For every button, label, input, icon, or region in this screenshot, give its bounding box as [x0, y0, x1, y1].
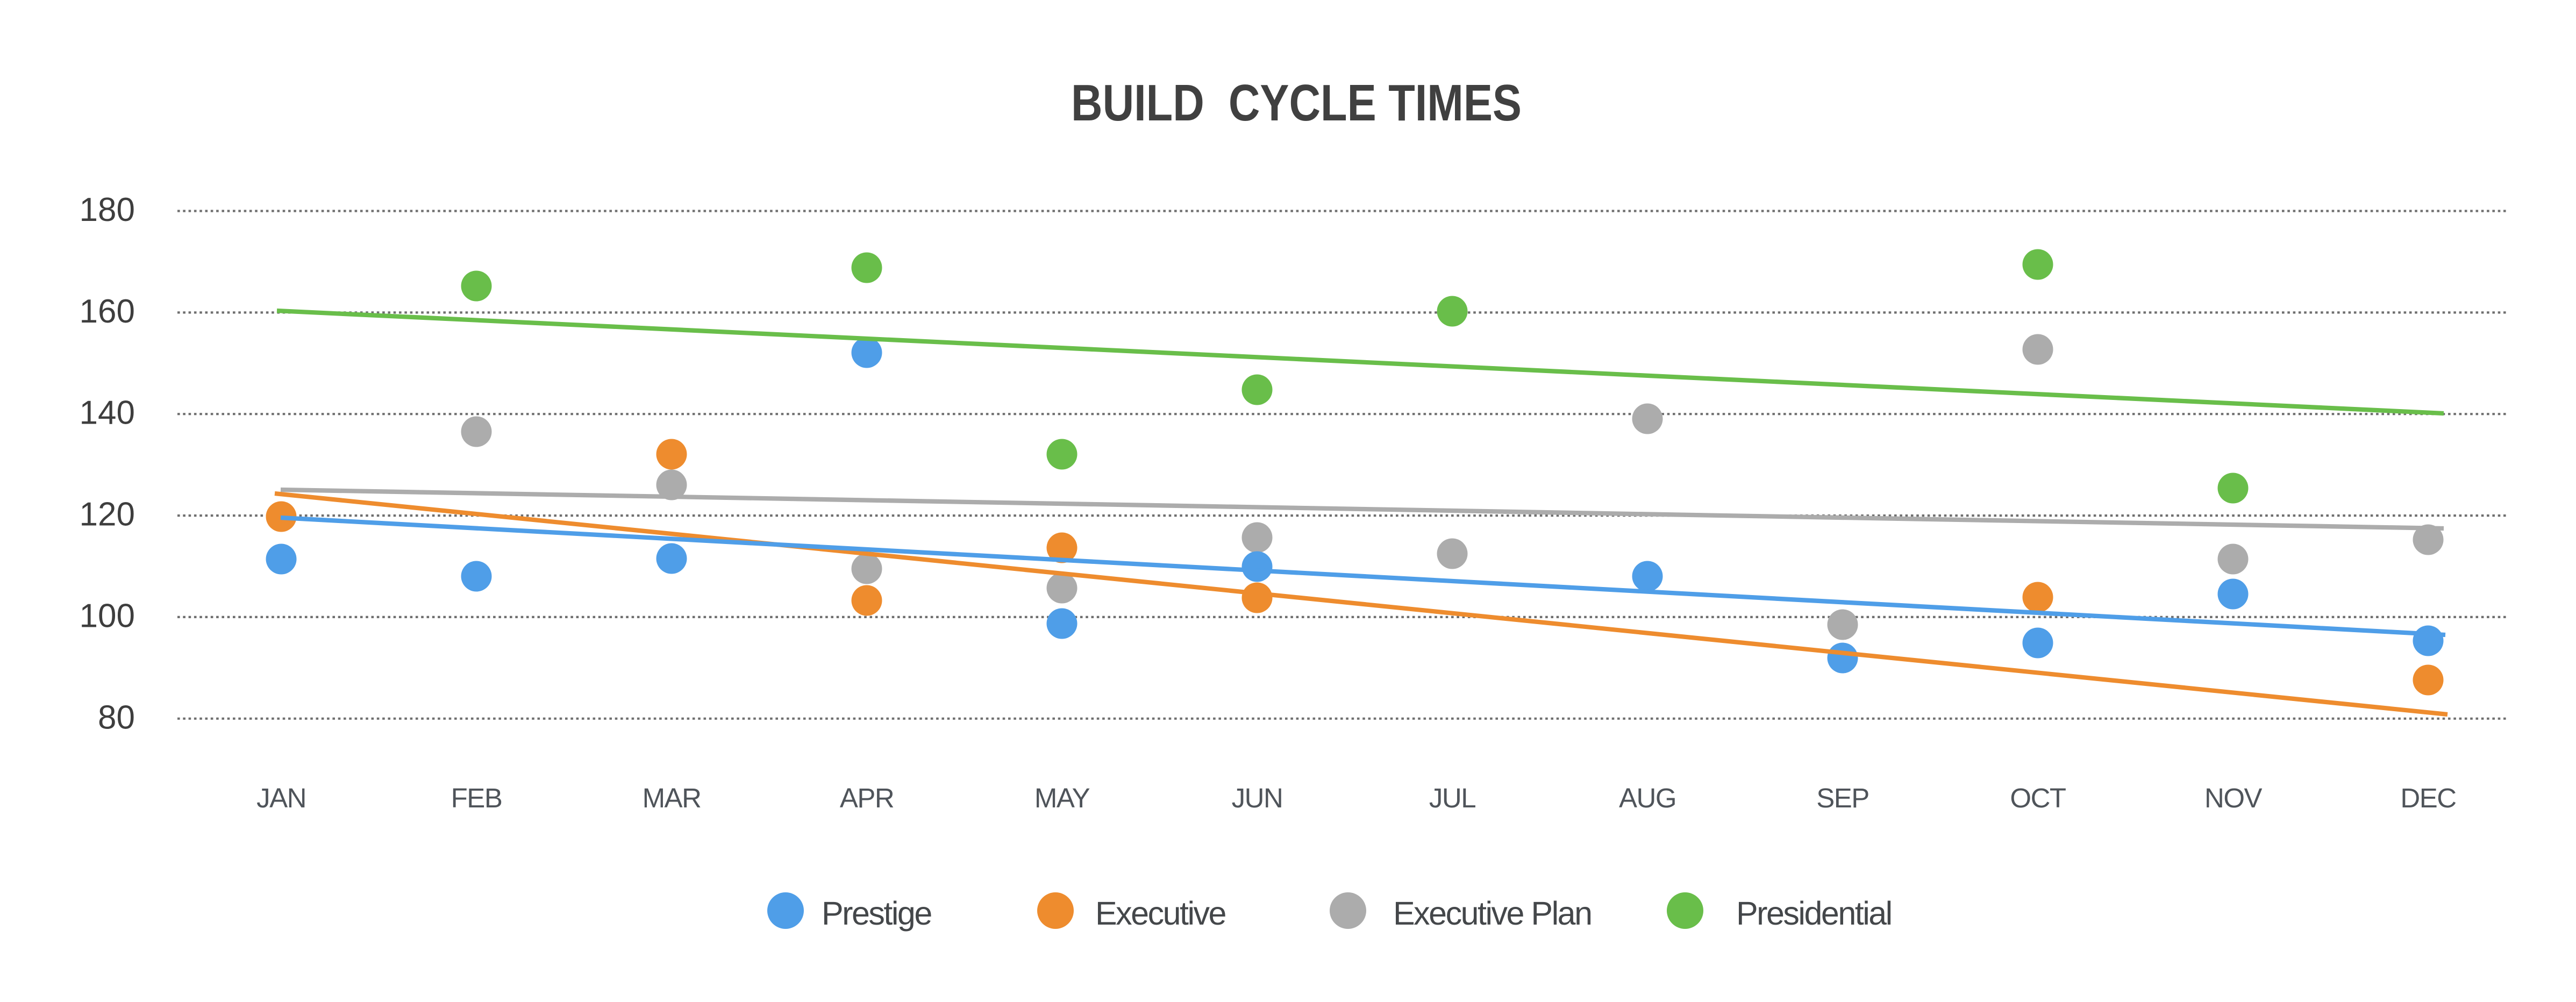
svg-text:180: 180 [80, 191, 135, 228]
svg-text:AUG: AUG [1619, 783, 1676, 813]
svg-text:MAY: MAY [1034, 783, 1090, 813]
svg-text:OCT: OCT [2010, 783, 2066, 813]
svg-text:DEC: DEC [2400, 783, 2456, 813]
svg-text:JUL: JUL [1429, 783, 1475, 813]
svg-text:NOV: NOV [2204, 783, 2263, 813]
svg-text:MAR: MAR [643, 783, 701, 813]
svg-text:100: 100 [80, 597, 135, 634]
svg-text:FEB: FEB [451, 783, 502, 813]
svg-text:Presidential: Presidential [1736, 895, 1892, 932]
svg-text:APR: APR [840, 783, 894, 813]
svg-text:120: 120 [80, 496, 135, 533]
svg-text:BUILD CYCLE TIMES: BUILD CYCLE TIMES [1071, 74, 1522, 132]
svg-text:Prestige: Prestige [822, 895, 931, 932]
svg-text:Executive: Executive [1095, 895, 1226, 932]
svg-text:80: 80 [98, 699, 135, 736]
svg-text:JAN: JAN [256, 783, 306, 813]
svg-text:Executive Plan: Executive Plan [1393, 895, 1592, 932]
svg-text:SEP: SEP [1816, 783, 1869, 813]
svg-text:JUN: JUN [1232, 783, 1283, 813]
svg-text:140: 140 [80, 395, 135, 432]
svg-text:160: 160 [80, 293, 135, 330]
